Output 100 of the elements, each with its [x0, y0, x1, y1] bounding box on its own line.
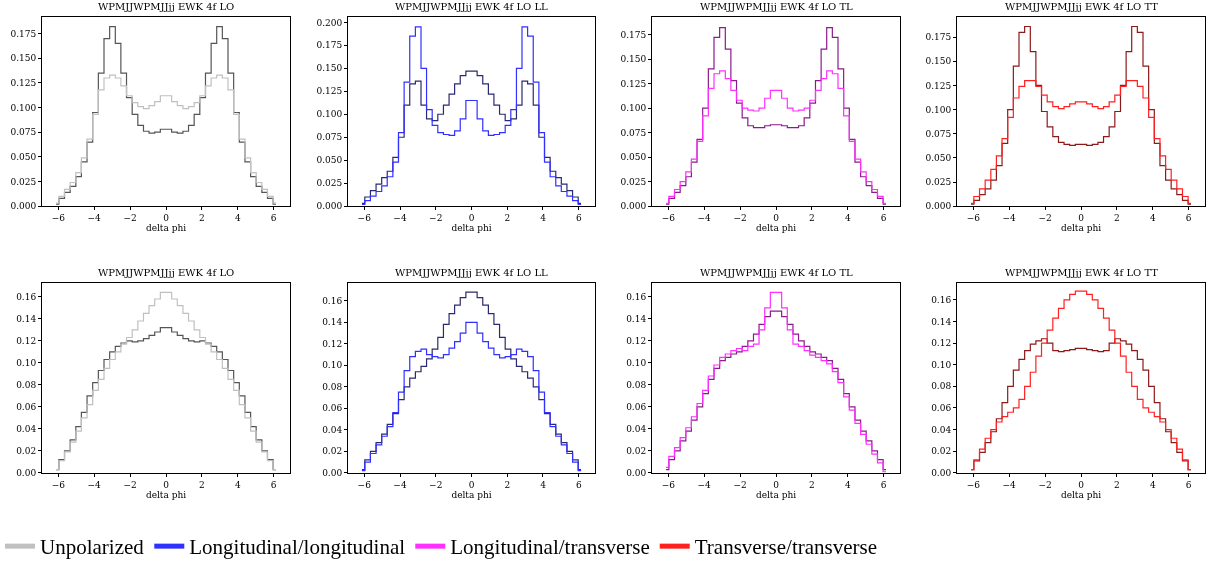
- x-tick-label: 2: [199, 479, 205, 490]
- x-tick-label: −6: [966, 212, 981, 223]
- y-tick-label: 0.125: [925, 80, 952, 91]
- x-tick-label: −4: [697, 212, 712, 223]
- y-tick-label: 0.175: [620, 29, 647, 40]
- y-tick-label: 0.12: [322, 338, 343, 349]
- y-tick-label: 0.16: [322, 295, 343, 306]
- x-tick-label: −2: [733, 479, 747, 490]
- y-tick-label: 0.00: [626, 467, 647, 478]
- chart-title: WPMJJWPMJJjj EWK 4f LO: [98, 267, 235, 278]
- x-tick-label: 6: [1185, 479, 1192, 490]
- y-tick-label: 0.02: [16, 445, 37, 456]
- x-tick-label: 4: [1149, 479, 1156, 490]
- chart-title: WPMJJWPMJJjj EWK 4f LO TL: [700, 1, 854, 12]
- x-tick-label: −2: [1038, 212, 1052, 223]
- y-tick-label: 0.125: [10, 78, 37, 89]
- y-tick-label: 0.000: [925, 201, 952, 212]
- x-tick-label: 0: [163, 212, 170, 223]
- x-tick-label: −4: [87, 479, 102, 490]
- y-tick-label: 0.06: [626, 401, 647, 412]
- y-tick-label: 0.08: [931, 381, 952, 392]
- y-tick-label: 0.16: [16, 291, 37, 302]
- y-tick-label: 0.125: [316, 86, 343, 97]
- y-tick-label: 0.12: [931, 338, 952, 349]
- y-tick-label: 0.000: [620, 201, 647, 212]
- y-tick-label: 0.02: [626, 445, 647, 456]
- x-tick-label: −4: [1002, 212, 1017, 223]
- y-tick-label: 0.02: [931, 446, 952, 457]
- y-tick-label: 0.02: [322, 446, 343, 457]
- x-tick-label: 0: [1078, 479, 1085, 490]
- legend-label: Longitudinal/longitudinal: [189, 535, 406, 560]
- y-tick-label: 0.000: [10, 201, 37, 212]
- x-tick-label: −2: [123, 212, 137, 223]
- y-tick-label: 0.075: [925, 128, 952, 139]
- chart-title: WPMJJWPMJJjj EWK 4f LO TL: [700, 267, 854, 278]
- x-axis-title: delta phi: [451, 222, 492, 233]
- x-tick-label: 2: [199, 212, 205, 223]
- chart-title: WPMJJWPMJJjj EWK 4f LO TT: [1005, 1, 1159, 12]
- x-tick-label: −4: [393, 479, 407, 490]
- x-tick-label: 4: [1149, 212, 1156, 223]
- x-tick-label: −6: [357, 212, 372, 223]
- x-tick-label: 6: [575, 479, 582, 490]
- y-tick-label: 0.12: [626, 335, 647, 346]
- x-tick-label: 6: [575, 212, 582, 223]
- y-tick-label: 0.100: [620, 103, 647, 114]
- x-tick-label: 0: [163, 479, 170, 490]
- x-tick-label: 4: [234, 479, 241, 490]
- y-tick-label: 0.10: [626, 357, 647, 368]
- y-tick-label: 0.175: [316, 40, 343, 51]
- x-axis-title: delta phi: [145, 489, 187, 500]
- y-tick-label: 0.04: [626, 423, 647, 434]
- legend-label: Unpolarized: [40, 535, 145, 560]
- y-tick-label: 0.10: [322, 360, 343, 371]
- y-tick-label: 0.00: [16, 467, 37, 478]
- x-tick-label: 0: [1078, 212, 1085, 223]
- x-tick-label: 4: [234, 212, 241, 223]
- x-axis-title: delta phi: [755, 222, 797, 233]
- x-tick-label: 6: [1185, 212, 1192, 223]
- y-tick-label: 0.14: [322, 317, 343, 328]
- y-tick-label: 0.14: [626, 313, 647, 324]
- y-tick-label: 0.150: [10, 53, 37, 64]
- x-axis-title: delta phi: [1060, 222, 1102, 233]
- y-tick-label: 0.08: [626, 379, 647, 390]
- x-tick-label: −4: [1002, 479, 1017, 490]
- x-tick-label: 6: [270, 212, 277, 223]
- y-tick-label: 0.08: [16, 379, 37, 390]
- y-tick-label: 0.00: [322, 467, 343, 478]
- y-tick-label: 0.100: [316, 109, 343, 120]
- legend-label: Longitudinal/transverse: [450, 535, 650, 560]
- x-axis-title: delta phi: [1060, 489, 1102, 500]
- x-tick-label: −4: [393, 212, 407, 223]
- chart-title: WPMJJWPMJJjj EWK 4f LO LL: [395, 1, 549, 12]
- y-tick-label: 0.150: [925, 56, 952, 67]
- y-tick-label: 0.025: [925, 177, 952, 188]
- x-tick-label: 0: [468, 479, 475, 490]
- chart-title: WPMJJWPMJJjj EWK 4f LO: [98, 1, 235, 12]
- x-tick-label: −6: [357, 479, 372, 490]
- y-tick-label: 0.200: [316, 17, 343, 28]
- x-tick-label: −6: [661, 479, 676, 490]
- y-tick-label: 0.050: [925, 153, 952, 164]
- y-tick-label: 0.175: [925, 32, 952, 43]
- y-tick-label: 0.00: [931, 467, 952, 478]
- x-tick-label: 0: [773, 212, 780, 223]
- y-tick-label: 0.04: [16, 423, 37, 434]
- x-tick-label: 4: [540, 212, 547, 223]
- x-tick-label: 2: [1114, 212, 1120, 223]
- x-tick-label: 2: [809, 479, 815, 490]
- y-tick-label: 0.10: [931, 359, 952, 370]
- x-tick-label: 6: [270, 479, 277, 490]
- x-tick-label: −2: [733, 212, 747, 223]
- x-tick-label: 0: [773, 479, 780, 490]
- y-tick-label: 0.14: [16, 313, 37, 324]
- y-tick-label: 0.050: [10, 152, 37, 163]
- x-tick-label: 6: [880, 479, 887, 490]
- x-tick-label: −6: [51, 212, 66, 223]
- x-tick-label: −2: [429, 479, 443, 490]
- x-tick-label: 4: [844, 212, 851, 223]
- y-tick-label: 0.12: [16, 335, 37, 346]
- y-tick-label: 0.14: [931, 316, 952, 327]
- legend-label: Transverse/transverse: [694, 535, 878, 560]
